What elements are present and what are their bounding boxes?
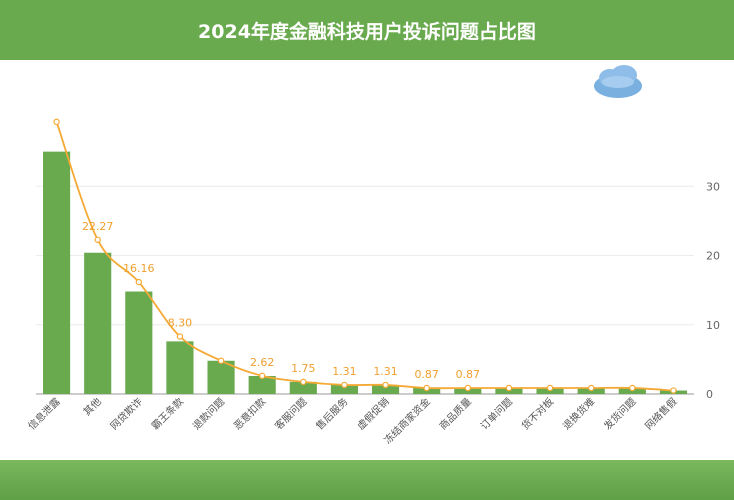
line-point	[176, 333, 184, 340]
y-tick-label: 0	[706, 388, 713, 401]
x-tick-label: 其他	[80, 395, 103, 418]
y-tick-label: 20	[706, 250, 720, 263]
x-tick-label: 退换货难	[560, 395, 597, 432]
x-tick-label: 商品质量	[436, 395, 473, 432]
cloud-icon	[594, 65, 642, 98]
line-point	[546, 384, 554, 392]
data-label: 16.16	[123, 262, 155, 275]
data-label: 1.31	[373, 365, 398, 378]
data-label: 0.87	[414, 368, 439, 381]
x-tick-label: 退款问题	[190, 395, 227, 432]
data-label: 1.31	[332, 365, 357, 378]
bar	[248, 375, 276, 394]
chart-title: 2024年度金融科技用户投诉问题占比图	[198, 20, 536, 43]
line-point	[629, 384, 636, 392]
data-label: 2.62	[250, 356, 275, 369]
line-point	[53, 118, 60, 126]
x-tick-label: 霸王条款	[149, 395, 186, 432]
line-point	[505, 384, 513, 392]
line-point	[94, 236, 101, 243]
data-label: 1.75	[291, 362, 316, 375]
x-tick-label: 信息泄露	[25, 395, 62, 432]
x-tick-label: 恶意扣款	[231, 395, 268, 432]
data-label: 22.27	[82, 220, 114, 233]
bar	[84, 252, 112, 394]
x-tick-label: 虚假促销	[354, 395, 391, 432]
bar	[125, 291, 153, 394]
line-point	[382, 381, 389, 389]
line-point	[258, 372, 266, 380]
x-tick-label: 售后服务	[313, 395, 350, 432]
line-point	[587, 384, 595, 392]
bar	[289, 381, 317, 394]
line-point	[423, 384, 430, 392]
data-label: 0.87	[456, 368, 481, 381]
line-point	[670, 387, 677, 394]
title-banner: 2024年度金融科技用户投诉问题占比图	[0, 0, 734, 60]
y-tick-label: 30	[706, 180, 720, 193]
x-tick-label: 网络售假	[642, 395, 679, 432]
x-tick-label: 订单问题	[478, 395, 515, 432]
bar	[330, 384, 359, 394]
data-label: 8.30	[168, 317, 193, 330]
x-tick-label: 发货问题	[601, 395, 638, 432]
bar	[42, 151, 71, 394]
bar-line-chart: 0 10 20 30 信息泄露 其他 网贷欺诈 霸王条款 退款问题 恶意扣款 客服问题 售后服务 虚假促…	[25, 118, 720, 447]
y-tick-label: 10	[706, 319, 720, 332]
line-point	[300, 378, 307, 386]
bar	[207, 360, 235, 394]
line-point	[135, 278, 143, 286]
line-point	[464, 384, 472, 392]
footer-band	[0, 460, 734, 500]
x-tick-label: 网贷欺诈	[107, 395, 144, 432]
bar	[371, 384, 400, 394]
x-tick-label: 货不对板	[519, 395, 556, 432]
line-point	[341, 381, 348, 389]
line-point	[217, 357, 225, 364]
bar	[166, 341, 194, 394]
x-tick-label: 客服问题	[272, 395, 309, 432]
